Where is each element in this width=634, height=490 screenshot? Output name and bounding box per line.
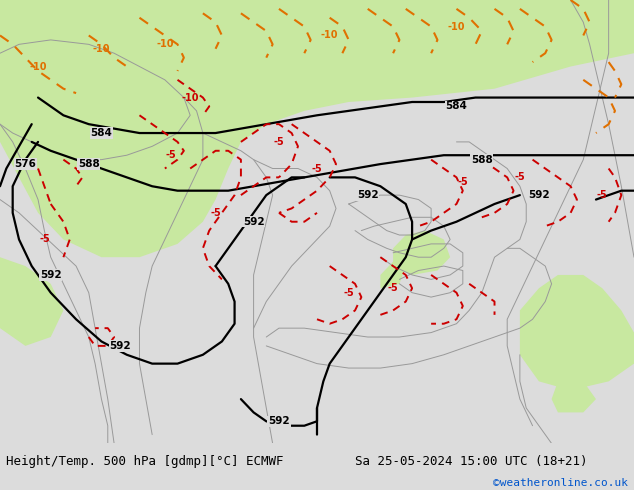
Polygon shape — [0, 257, 63, 346]
Polygon shape — [552, 381, 596, 413]
Text: -5: -5 — [515, 172, 525, 182]
Text: -5: -5 — [597, 190, 607, 200]
Text: -10: -10 — [93, 44, 110, 54]
Text: Sa 25-05-2024 15:00 UTC (18+21): Sa 25-05-2024 15:00 UTC (18+21) — [355, 455, 588, 467]
Polygon shape — [380, 262, 406, 288]
Text: 592: 592 — [268, 416, 290, 426]
Text: 588: 588 — [78, 159, 100, 169]
Text: 588: 588 — [471, 155, 493, 165]
Text: ©weatheronline.co.uk: ©weatheronline.co.uk — [493, 478, 628, 488]
Text: -10: -10 — [156, 39, 174, 49]
Text: -5: -5 — [344, 288, 354, 298]
Polygon shape — [0, 0, 634, 257]
Text: -10: -10 — [29, 62, 47, 72]
Text: -10: -10 — [181, 93, 199, 102]
Text: 592: 592 — [110, 341, 131, 351]
Text: -5: -5 — [210, 208, 221, 218]
Text: -5: -5 — [166, 150, 176, 160]
Text: -10: -10 — [448, 22, 465, 32]
Text: -5: -5 — [388, 283, 398, 293]
Polygon shape — [393, 231, 450, 275]
Text: Height/Temp. 500 hPa [gdmp][°C] ECMWF: Height/Temp. 500 hPa [gdmp][°C] ECMWF — [6, 455, 284, 467]
Text: 584: 584 — [91, 128, 112, 138]
Text: 584: 584 — [446, 101, 467, 111]
Text: -5: -5 — [312, 164, 322, 173]
Text: 592: 592 — [243, 217, 264, 227]
Text: 592: 592 — [528, 190, 550, 200]
Text: -5: -5 — [39, 234, 49, 245]
Text: 576: 576 — [15, 159, 36, 169]
Text: 592: 592 — [357, 190, 378, 200]
Text: -5: -5 — [458, 177, 468, 187]
Text: 592: 592 — [40, 270, 61, 280]
Text: -10: -10 — [321, 30, 339, 41]
Polygon shape — [520, 275, 634, 390]
Text: -5: -5 — [274, 137, 284, 147]
